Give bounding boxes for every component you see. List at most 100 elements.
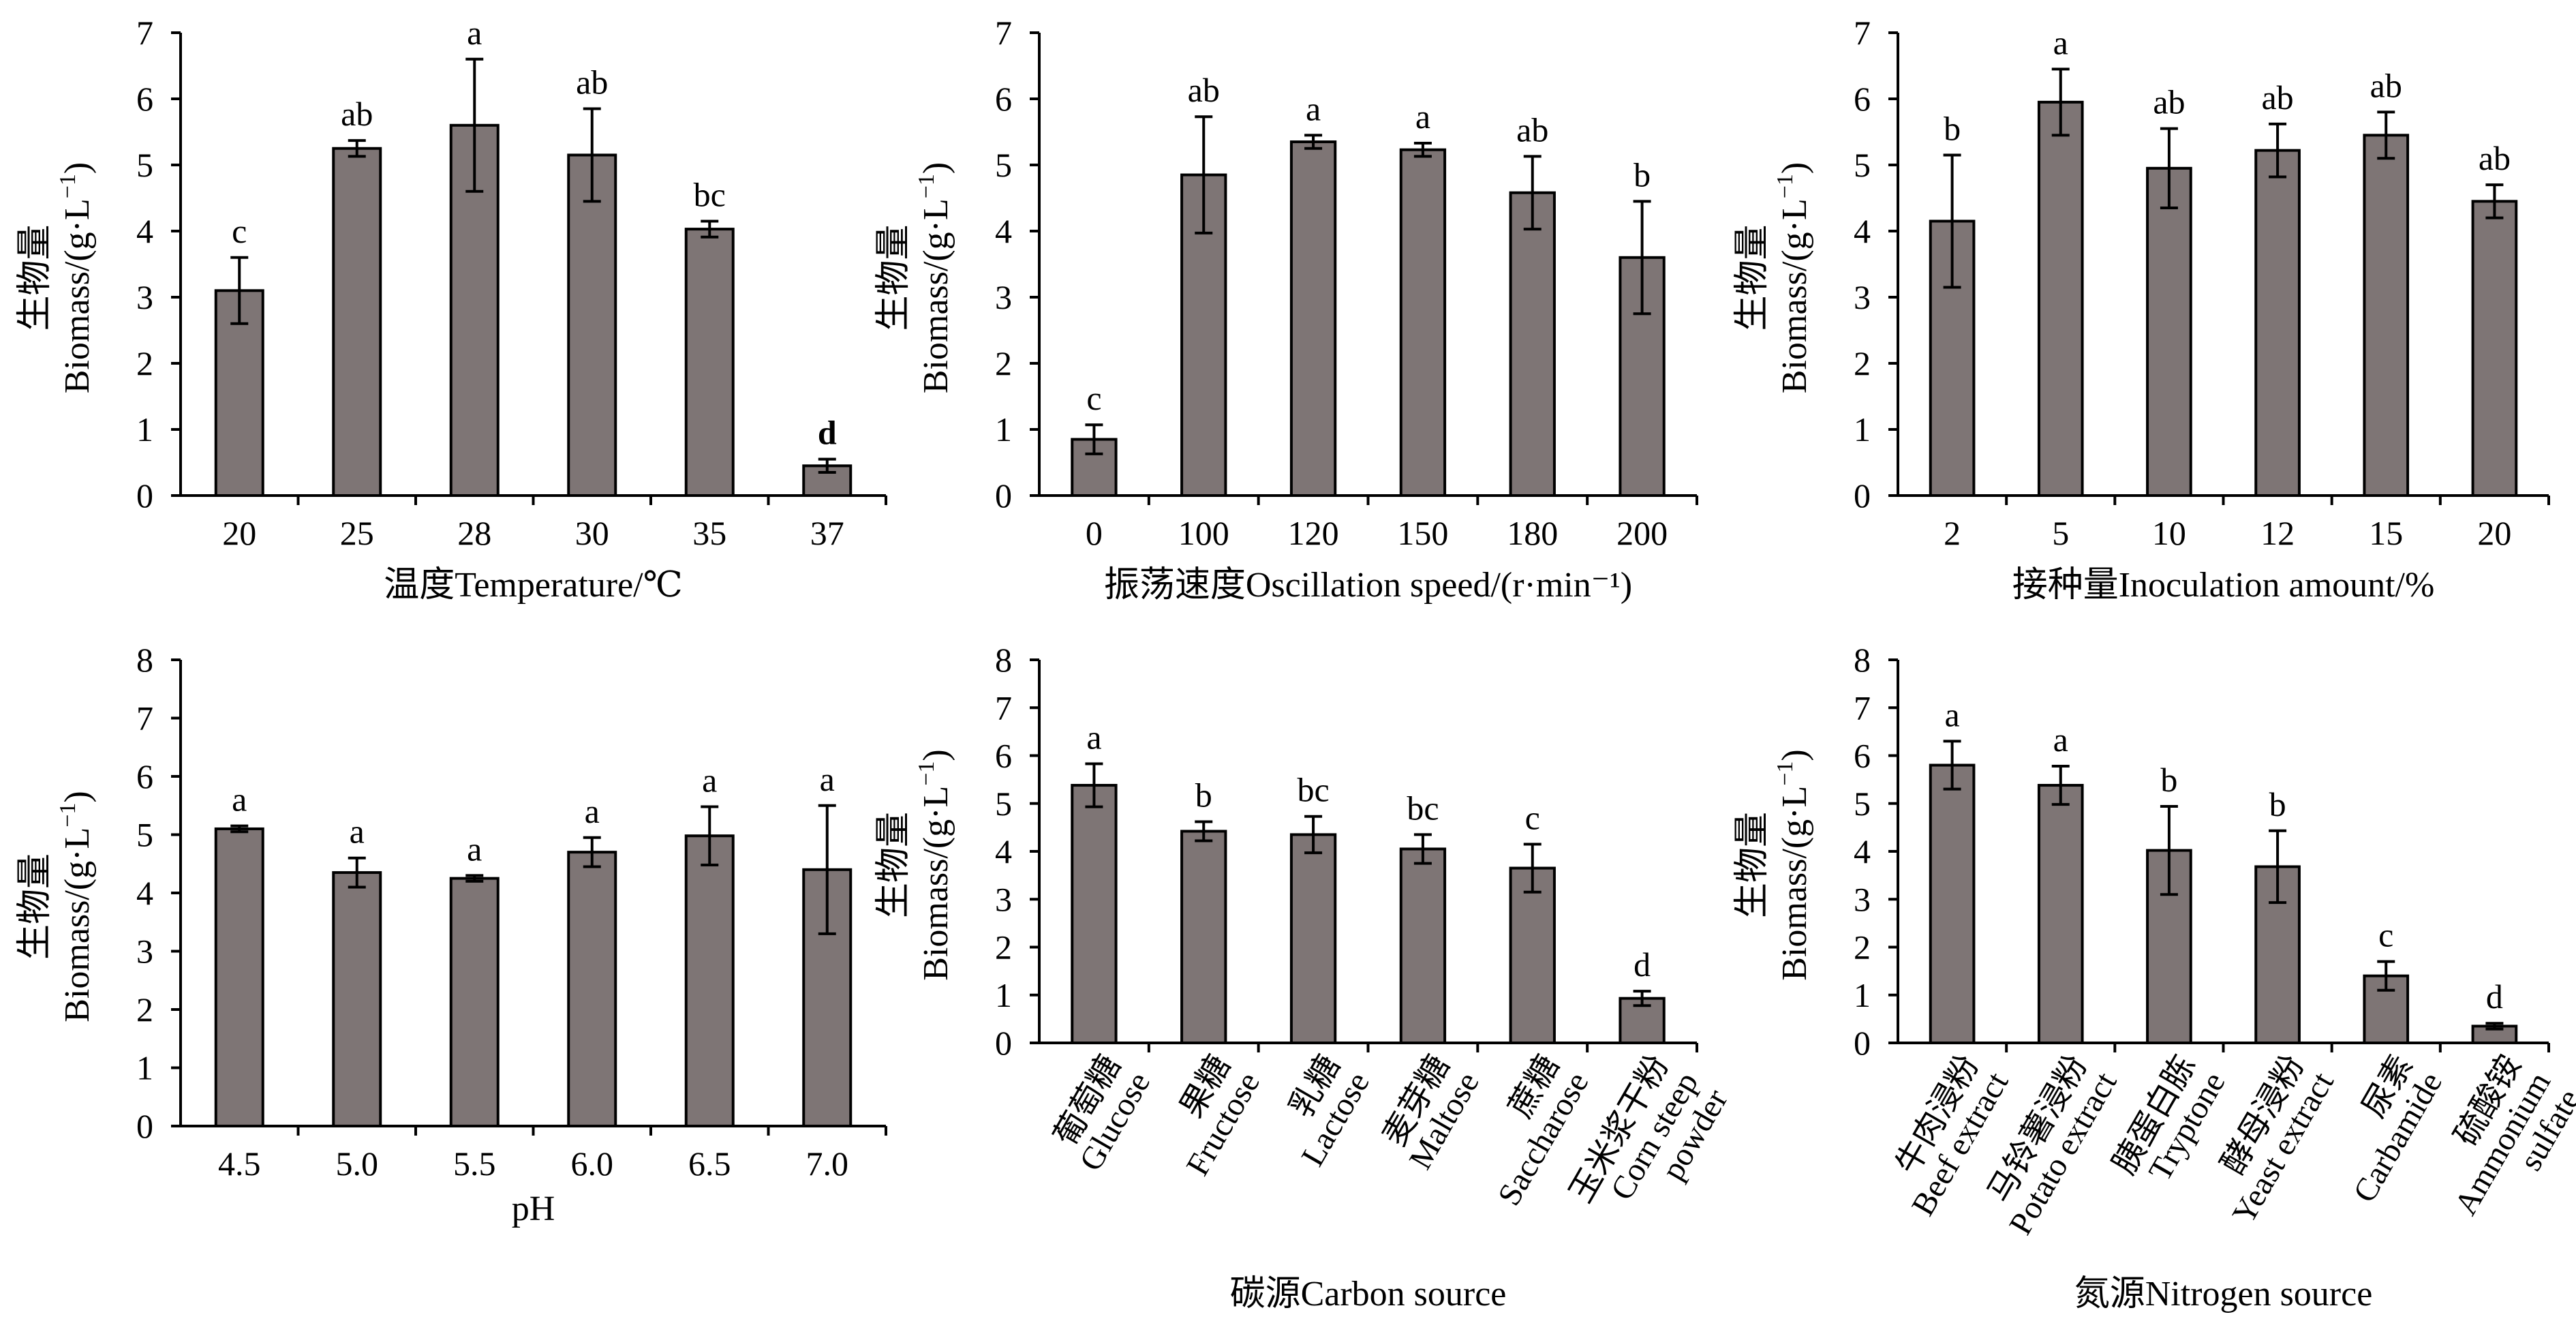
- error-bar: [701, 805, 719, 866]
- y-tick-label: 2: [995, 344, 1012, 382]
- y-tick-label: 6: [136, 80, 153, 118]
- y-tick-label: 1: [1854, 410, 1871, 449]
- y-tick-label: 0: [995, 476, 1012, 515]
- significance-letter: a: [350, 813, 365, 851]
- significance-letter: c: [2378, 916, 2393, 954]
- y-tick-label: 0: [1854, 476, 1871, 515]
- x-axis-label: 温度Temperature/℃: [384, 566, 683, 605]
- y-tick-label: 5: [136, 146, 153, 184]
- x-tick-label: 200: [1616, 514, 1668, 552]
- y-axis-label-en: Biomass/(g·L: [58, 828, 97, 1022]
- bar: [567, 851, 617, 1128]
- y-tick-label: 3: [1854, 278, 1871, 316]
- bar: [2037, 784, 2084, 1045]
- bar: [802, 464, 853, 497]
- y-axis-label-cn: 生物量: [874, 224, 913, 331]
- y-tick-label: 6: [1854, 80, 1871, 118]
- chart-inoculation: 01234567生物量Biomass/(g·L−1)b2a5ab10ab12ab…: [1733, 14, 2550, 605]
- y-tick-label: 0: [1854, 1024, 1871, 1062]
- y-axis-label-cn: 生物量: [16, 224, 55, 331]
- error-bar: [583, 107, 601, 203]
- error-bar: [1413, 833, 1432, 865]
- y-tick-label: 5: [1854, 785, 1871, 823]
- y-axis-label-sup: −1: [1773, 174, 1798, 198]
- x-tick-label: 5.0: [336, 1144, 379, 1183]
- significance-letter: a: [702, 761, 717, 799]
- bar: [2037, 100, 2084, 498]
- chart-oscillation: 0 1 2 3 4 5 6 7 生物量Biomass/(g·L−1) c 0 ab 100 a 120 a 15…: [874, 14, 1698, 605]
- y-tick-label: 6: [995, 80, 1012, 118]
- x-tick-label: 100: [1178, 514, 1229, 552]
- y-axis-label-sup: −1: [914, 174, 939, 198]
- y-tick-label: 1: [136, 410, 153, 449]
- error-bar: [1633, 990, 1651, 1007]
- x-tick-label: 6.5: [688, 1144, 731, 1183]
- error-bar: [348, 856, 366, 889]
- significance-letter: d: [818, 414, 837, 452]
- y-tick-label: 2: [136, 990, 153, 1029]
- x-tick-label: 4.5: [218, 1144, 261, 1183]
- y-tick-label: 7: [1854, 14, 1871, 52]
- bar: [2363, 134, 2410, 498]
- bar: [684, 834, 735, 1127]
- x-tick-label: 28: [457, 514, 491, 552]
- y-tick-label: 3: [995, 880, 1012, 918]
- y-tick-label: 6: [1854, 737, 1871, 775]
- y-tick-label: 2: [995, 928, 1012, 967]
- x-tick-label: 12: [2260, 514, 2295, 552]
- error-bar: [465, 57, 484, 193]
- x-tick-label: 30: [575, 514, 609, 552]
- x-tick-label: 5: [2052, 514, 2069, 552]
- bar: [1509, 866, 1556, 1045]
- significance-letter: a: [1086, 718, 1101, 756]
- chart-temperature: 0 1 2 3 4 5 6 7 生物量Biomass/(g·L−1) c 20 ab 25 a 28 ab 30…: [16, 14, 887, 605]
- y-tick-label: 1: [995, 976, 1012, 1014]
- x-tick-label: 25: [340, 514, 374, 552]
- y-tick-label: 3: [136, 278, 153, 316]
- error-bar: [2269, 122, 2287, 179]
- y-axis-label-en: Biomass/(g·L: [917, 786, 955, 981]
- significance-letter: bc: [1297, 771, 1329, 809]
- y-axis-label-cn: 生物量: [874, 812, 913, 918]
- error-bar: [465, 874, 484, 883]
- significance-letter: ab: [2370, 66, 2402, 104]
- error-bar: [583, 836, 601, 868]
- y-tick-label: 1: [995, 410, 1012, 449]
- y-axis-label: 生物量Biomass/(g·L−1): [874, 749, 955, 981]
- x-tick-label: 20: [222, 514, 256, 552]
- bar: [1071, 784, 1118, 1045]
- y-axis-label-sup: −1: [1773, 761, 1798, 786]
- y-tick-label: 5: [995, 785, 1012, 823]
- y-tick-label: 4: [995, 832, 1012, 870]
- error-bar: [1633, 200, 1651, 316]
- bar: [1289, 140, 1337, 498]
- y-tick-label: 8: [995, 641, 1012, 679]
- significance-letter: d: [1634, 945, 1651, 984]
- y-tick-label: 1: [1854, 976, 1871, 1014]
- y-axis-label: 生物量Biomass/(g·L−1): [16, 162, 97, 394]
- y-tick-label: 2: [1854, 928, 1871, 967]
- error-bar: [2377, 960, 2395, 992]
- bar: [332, 871, 382, 1127]
- significance-letter: b: [1944, 109, 1961, 147]
- error-bar: [1085, 423, 1103, 455]
- y-axis-label: 生物量Biomass/(g·L−1): [1733, 162, 1814, 394]
- x-axis-label: 碳源Carbon source: [1230, 1275, 1507, 1314]
- y-axis-label-sup: −1: [55, 174, 80, 198]
- chart-ph: 0 1 2 3 4 5 6 7 8 生物量Biomass/(g·L−1) a 4.5 a 5.0 a 5.5 a…: [16, 641, 887, 1228]
- y-axis-label-close: ): [917, 749, 955, 761]
- error-bar: [2051, 764, 2070, 806]
- bar: [684, 228, 735, 497]
- y-axis-label: 生物量Biomass/(g·L−1): [16, 791, 97, 1022]
- error-bar: [1085, 762, 1103, 808]
- significance-letter: ab: [1516, 110, 1548, 149]
- y-axis-label: 生物量Biomass/(g·L−1): [874, 162, 955, 394]
- significance-letter: c: [1086, 379, 1101, 417]
- y-axis-label-en: Biomass/(g·L: [58, 198, 97, 393]
- y-axis-label-close: ): [1775, 162, 1814, 174]
- x-tick-label: 180: [1507, 514, 1558, 552]
- bar: [1180, 830, 1227, 1044]
- error-bar: [1943, 740, 1961, 791]
- x-tick-label: 2: [1944, 514, 1961, 552]
- bar: [2471, 200, 2518, 497]
